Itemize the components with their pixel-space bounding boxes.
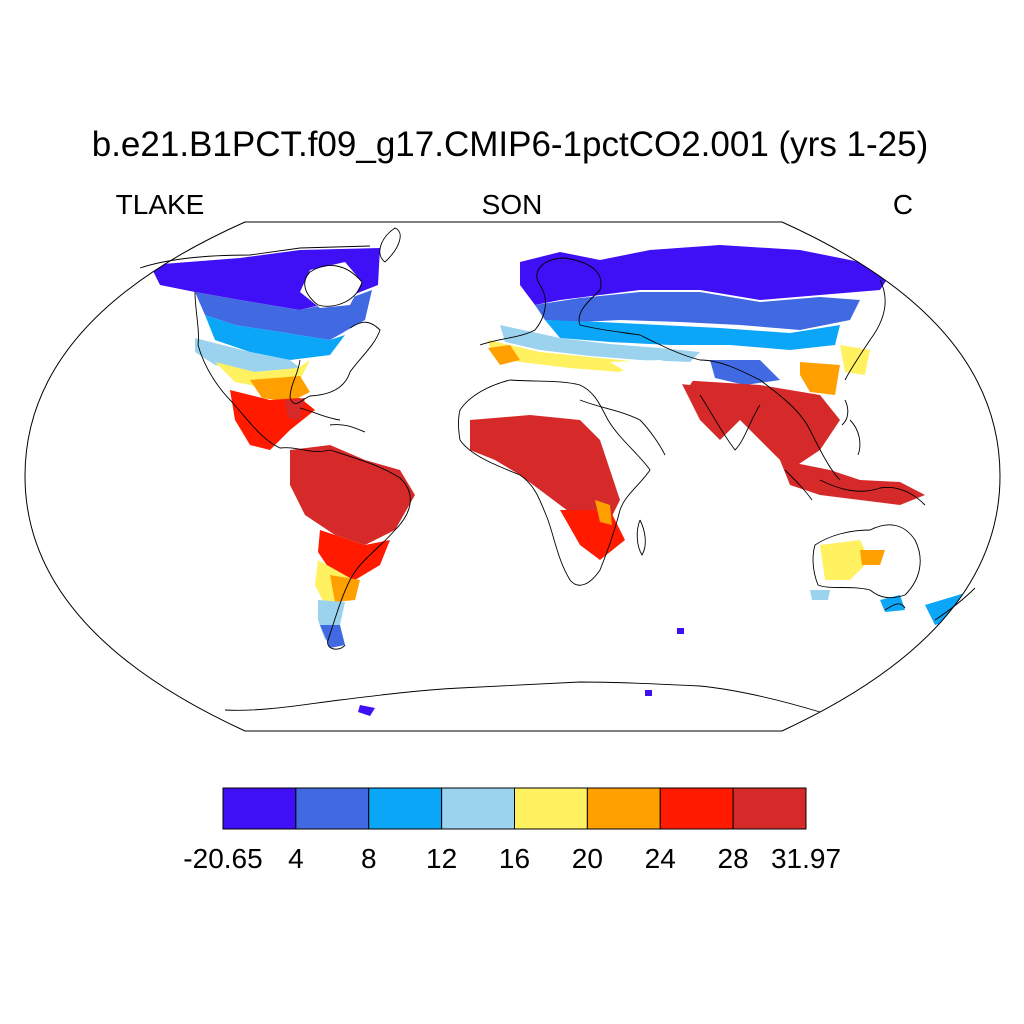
colorbar-ticks: -20.65 4 8 12 16 20 24 28 31.97 [183, 843, 841, 874]
colorbar [222, 787, 807, 830]
colorbar-swatch [441, 787, 515, 830]
data-field [150, 245, 975, 716]
colorbar-tick-label: 16 [499, 843, 530, 874]
colorbar-swatch [295, 787, 370, 830]
variable-label: TLAKE [116, 189, 205, 220]
colorbar-tick-label: -20.65 [183, 843, 262, 874]
colorbar-swatch [368, 787, 443, 830]
colorbar-swatch [659, 787, 734, 830]
field-antarctica [358, 628, 684, 716]
colorbar-swatch [222, 787, 297, 830]
coastlines [139, 227, 976, 713]
colorbar-tick-label: 28 [718, 843, 749, 874]
colorbar-tick-label: 31.97 [771, 843, 841, 874]
field-eurasia [488, 245, 890, 470]
field-south-america [290, 445, 415, 648]
units-label: C [893, 189, 913, 220]
map-background [25, 222, 1000, 731]
colorbar-tick-label: 20 [572, 843, 603, 874]
colorbar-tick-label: 4 [288, 843, 304, 874]
plot-title: b.e21.B1PCT.f09_g17.CMIP6-1pctCO2.001 (y… [92, 125, 929, 164]
season-label: SON [482, 189, 543, 220]
colorbar-tick-label: 8 [361, 843, 377, 874]
colorbar-swatch [514, 787, 588, 830]
colorbar-swatch [586, 787, 661, 830]
world-map [24, 221, 1001, 732]
map-border [24, 221, 1001, 732]
field-north-america [150, 248, 380, 450]
colorbar-swatch [732, 787, 807, 830]
colorbar-tick-label: 24 [645, 843, 676, 874]
colorbar-tick-label: 12 [426, 843, 457, 874]
